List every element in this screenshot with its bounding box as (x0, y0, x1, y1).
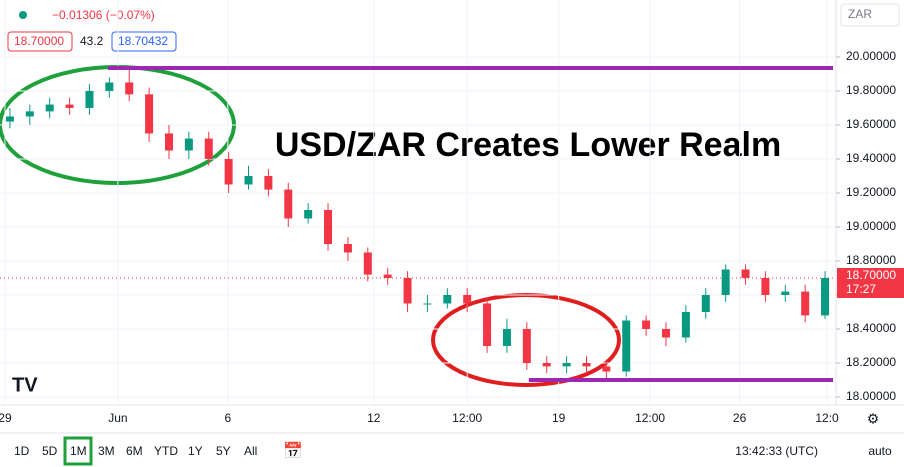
last-price-label: 18.70000 (846, 268, 896, 282)
candle-body (284, 189, 293, 219)
y-tick-label: 18.40000 (846, 321, 896, 335)
candle-body (821, 277, 830, 316)
y-tick-label: 20.00000 (846, 49, 896, 63)
candle-body (65, 104, 74, 108)
candle-body (701, 294, 710, 312)
clock: 13:42:33 (UTC) (735, 444, 818, 458)
candle-body (542, 363, 551, 367)
calendar-icon[interactable]: 📅 (283, 441, 303, 460)
candle-body (85, 90, 94, 108)
candle-body (105, 82, 114, 91)
x-tick-label: 26 (733, 411, 747, 425)
candle-body (642, 320, 651, 329)
countdown: 17:27 (846, 282, 876, 296)
candle-body (244, 175, 253, 185)
y-tick-label: 18.80000 (846, 253, 896, 267)
interval-button[interactable]: 3M (98, 444, 115, 458)
x-tick-label: 6 (224, 411, 231, 425)
y-tick-label: 18.00000 (846, 389, 896, 403)
x-tick-label: 12:00 (635, 411, 665, 425)
last-price-tag (837, 267, 904, 298)
ask-box[interactable] (111, 31, 177, 52)
interval-button[interactable]: 1D (14, 444, 30, 458)
candle-body (483, 303, 492, 347)
bid: 18.70000 (14, 34, 64, 48)
active-interval-box[interactable] (63, 436, 93, 466)
interval-button[interactable]: 1M (70, 444, 87, 458)
change: −0.01306 (−0.07%) (52, 8, 155, 22)
chart-title: USD/ZAR Creates Lower Realm (275, 126, 781, 164)
candle-body (125, 82, 134, 95)
candle-body (343, 243, 352, 253)
y-tick-label: 19.00000 (846, 219, 896, 233)
x-tick-label: 12:0 (815, 411, 839, 425)
candle-body (383, 274, 392, 278)
x-tick-label: 12:00 (452, 411, 482, 425)
candle-body (423, 303, 432, 305)
candle-body (622, 320, 631, 372)
interval-button[interactable]: 5Y (216, 444, 231, 458)
candle-body (184, 138, 193, 151)
bid-box[interactable] (7, 31, 73, 52)
x-tick-label: 12 (367, 411, 381, 425)
candle-body (264, 175, 273, 190)
candle-body (582, 363, 591, 367)
candle-body (443, 294, 452, 304)
candle-body (463, 294, 472, 304)
ask: 18.70432 (118, 34, 168, 48)
candle-body (363, 252, 372, 275)
y-tick-label: 19.20000 (846, 185, 896, 199)
candle-body (801, 291, 810, 316)
scale-button[interactable]: auto (868, 444, 892, 458)
candle-body (662, 328, 671, 338)
y-tick-label: 19.40000 (846, 151, 896, 165)
interval-button[interactable]: YTD (154, 444, 178, 458)
x-tick-label: 19 (552, 411, 566, 425)
status-dot (19, 11, 27, 19)
interval-button[interactable]: 6M (126, 444, 143, 458)
candle-body (761, 277, 770, 295)
logo: TV (12, 374, 38, 396)
interval-button[interactable]: All (244, 444, 257, 458)
y-tick-label: 19.60000 (846, 117, 896, 131)
candle-body (224, 158, 233, 185)
candle-body (145, 94, 154, 134)
x-tick-label: 29 (0, 411, 12, 425)
currency-box[interactable] (840, 3, 900, 27)
x-tick-label: Jun (108, 411, 127, 425)
y-tick-label: 18.20000 (846, 355, 896, 369)
settings-icon[interactable]: ⚙ (867, 411, 880, 427)
candle-body (5, 116, 14, 122)
candle-body (602, 366, 611, 372)
currency: ZAR (848, 7, 872, 21)
candle-body (502, 328, 511, 347)
candle-body (304, 209, 313, 219)
candle-body (681, 311, 690, 338)
candle-body (25, 111, 34, 117)
candle-body (403, 277, 412, 304)
interval-button[interactable]: 1Y (188, 444, 203, 458)
candle-body (204, 138, 213, 159)
candle-body (522, 328, 531, 364)
candle-body (45, 104, 54, 112)
interval-button[interactable]: 5D (42, 444, 58, 458)
candle-body (721, 269, 730, 295)
y-tick-label: 19.80000 (846, 83, 896, 97)
candle-body (562, 363, 571, 367)
candle-body (324, 209, 333, 244)
candle-body (741, 269, 750, 278)
candle-body (164, 133, 173, 151)
spread: 43.2 (80, 34, 104, 48)
candle-body (781, 291, 790, 295)
